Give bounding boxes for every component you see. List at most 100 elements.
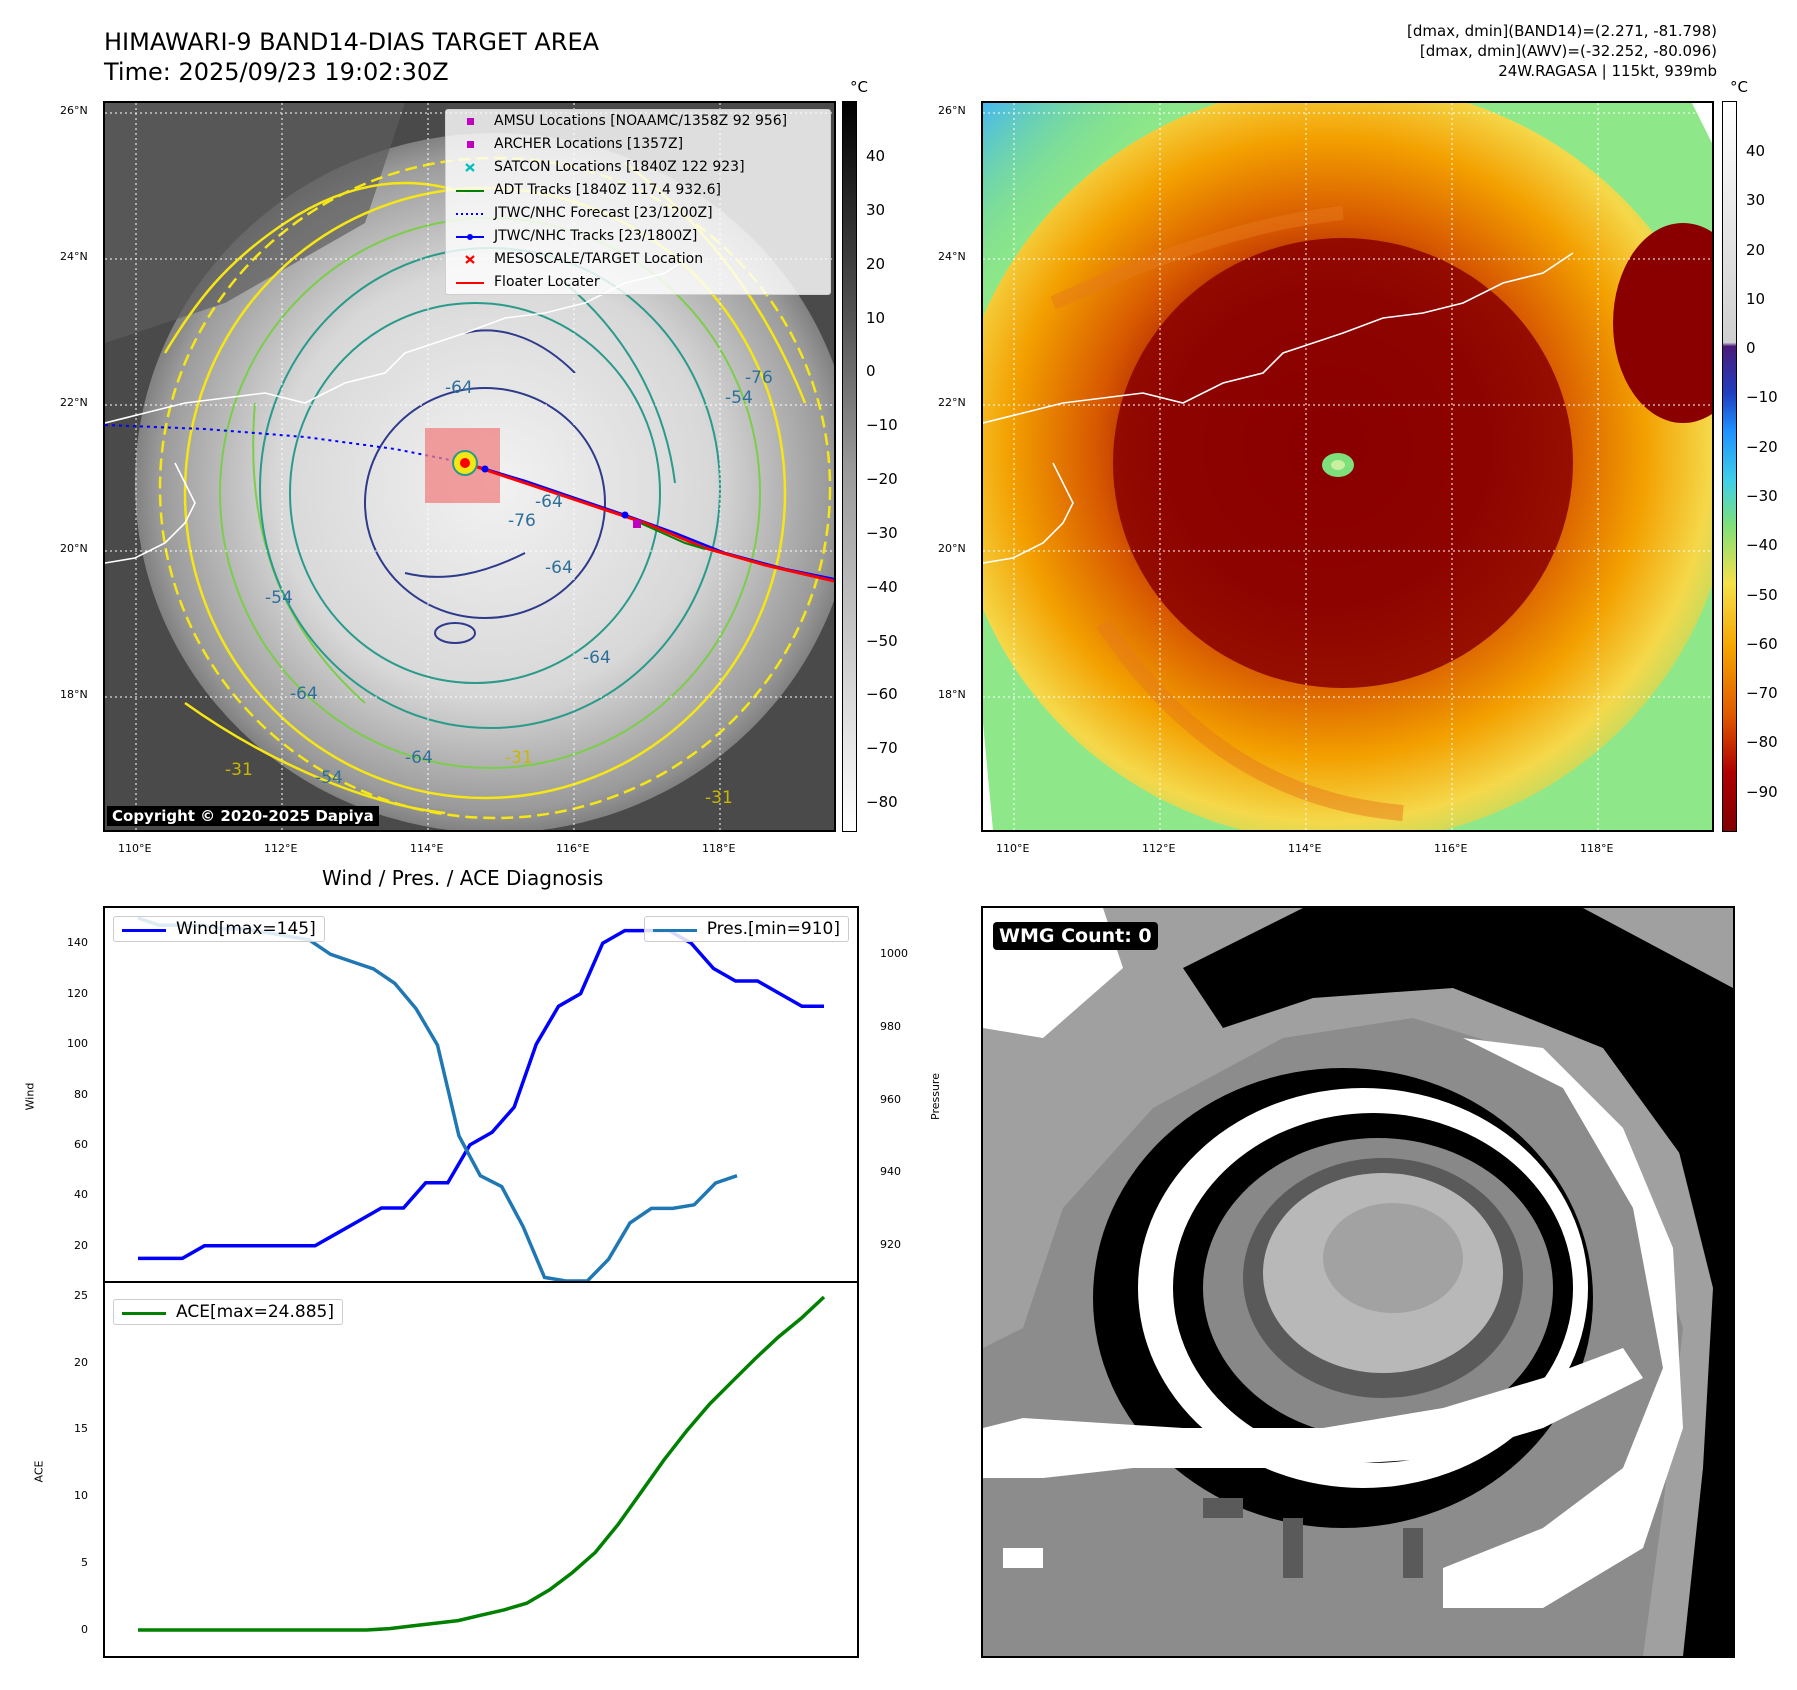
lon-label: 114°E xyxy=(1288,842,1322,855)
enhanced-ir-map-panel[interactable] xyxy=(981,101,1714,832)
wind-series-line xyxy=(138,928,824,1261)
contour-label: -76 xyxy=(508,511,536,531)
axis-tick-label: 60 xyxy=(74,1137,88,1151)
axis-tick-label: 5 xyxy=(81,1556,88,1570)
colorbar-tick-label: 10 xyxy=(1746,289,1766,308)
colorbar-tick-label: −40 xyxy=(1746,536,1778,555)
ir-map-panel[interactable]: -64 -76 -64 -54 -64 -64 -64 -54 -31 -54 … xyxy=(103,101,836,832)
axis-tick-label: 960 xyxy=(880,1092,901,1106)
lon-label: 112°E xyxy=(1142,842,1176,855)
lat-label: 22°N xyxy=(938,396,966,409)
colorbar-tick-label: 40 xyxy=(866,147,886,165)
lat-label: 24°N xyxy=(938,250,966,263)
info-line-awv: [dmax, dmin](AWV)=(-32.252, -80.096) xyxy=(1419,42,1717,60)
contour-label: -64 xyxy=(290,684,318,704)
colorbar-tick-label: 40 xyxy=(1746,142,1766,160)
pressure-axis-label: Pressure xyxy=(928,1073,942,1120)
diagnosis-title: Wind / Pres. / ACE Diagnosis xyxy=(322,866,604,890)
pressure-series-line xyxy=(137,916,738,1281)
legend-symbol-line xyxy=(456,282,484,284)
colorbar-tick-label: 30 xyxy=(866,200,886,219)
legend-symbol-dotted xyxy=(456,213,484,215)
wind-axis-label: Wind xyxy=(23,1082,37,1111)
wmg-count-badge: WMG Count: 0 xyxy=(993,922,1158,950)
colorbar-grayscale xyxy=(842,101,857,832)
lat-label: 26°N xyxy=(60,104,88,117)
colorbar-tick-label: −50 xyxy=(1746,585,1778,604)
legend-label: ARCHER Locations [1357Z] xyxy=(494,136,684,152)
axis-tick-label: 25 xyxy=(74,1288,88,1302)
ace-chart[interactable]: ACE[max=24.885] xyxy=(103,1281,859,1658)
lat-label: 18°N xyxy=(938,688,966,701)
map-legend: AMSU Locations [NOAAMC/1358Z 92 956] ARC… xyxy=(445,109,831,295)
ace-legend-label: ACE[max=24.885] xyxy=(176,1302,334,1322)
lon-label: 118°E xyxy=(1580,842,1614,855)
legend-item: ADT Tracks [1840Z 117.4 932.6] xyxy=(446,179,830,202)
contour-label: -31 xyxy=(225,760,253,780)
colorbar-tick-label: −30 xyxy=(1746,487,1778,505)
ace-legend: ACE[max=24.885] xyxy=(113,1299,343,1325)
legend-symbol-line-dot xyxy=(456,234,484,240)
lon-label: 110°E xyxy=(996,842,1030,855)
axis-tick-label: 15 xyxy=(74,1422,88,1436)
axis-tick-label: 920 xyxy=(880,1237,901,1251)
axis-tick-label: 1000 xyxy=(880,947,908,961)
enhanced-ir-map-image xyxy=(983,103,1712,830)
lat-label: 26°N xyxy=(938,104,966,117)
axis-tick-label: 10 xyxy=(74,1489,88,1503)
lon-label: 110°E xyxy=(118,842,152,855)
contour-label: -31 xyxy=(505,748,533,768)
lat-label: 20°N xyxy=(938,542,966,555)
colorbar-tick-label: −60 xyxy=(1746,634,1778,653)
legend-label: MESOSCALE/TARGET Location xyxy=(494,251,704,267)
colorbar-tick-label: 20 xyxy=(1746,240,1766,259)
axis-tick-label: 0 xyxy=(81,1622,88,1636)
contour-label: -54 xyxy=(725,388,753,408)
colorbar-tick-label: −40 xyxy=(866,577,898,596)
colorbar-tick-label: −50 xyxy=(866,631,898,650)
colorbar-tick-label: −80 xyxy=(1746,733,1778,752)
legend-label: JTWC/NHC Forecast [23/1200Z] xyxy=(494,205,713,221)
copyright-notice: Copyright © 2020-2025 Dapiya xyxy=(107,806,379,826)
wind-pressure-plot xyxy=(137,916,824,1281)
info-line-storm: 24W.RAGASA | 115kt, 939mb xyxy=(1498,62,1717,80)
wmg-eye-image xyxy=(983,908,1733,1656)
axis-tick-label: 40 xyxy=(74,1188,88,1202)
lat-label: 20°N xyxy=(60,542,88,555)
colorbar-tick-label: 20 xyxy=(866,254,886,273)
colorbar-enhanced xyxy=(1722,101,1737,832)
colorbar-tick-label: 0 xyxy=(866,362,876,381)
colorbar-tick-label: −20 xyxy=(866,470,898,489)
wind-legend-label: Wind[max=145] xyxy=(176,919,316,939)
colorbar-tick-label: −30 xyxy=(866,523,898,542)
timestamp: Time: 2025/09/23 19:02:30Z xyxy=(104,58,449,86)
legend-symbol-line xyxy=(456,190,484,192)
axis-tick-label: 140 xyxy=(67,936,88,950)
contour-label: -64 xyxy=(445,378,473,398)
axis-tick-label: 940 xyxy=(880,1165,901,1179)
legend-item: MESOSCALE/TARGET Location xyxy=(446,248,830,271)
colorbar-unit: °C xyxy=(1730,78,1748,96)
colorbar-tick-label: −70 xyxy=(1746,684,1778,703)
legend-item: ARCHER Locations [1357Z] xyxy=(446,133,830,156)
wmg-eye-panel[interactable]: WMG Count: 0 xyxy=(981,906,1735,1658)
ace-series-line xyxy=(138,1295,826,1632)
colorbar-tick-label: −90 xyxy=(1746,782,1778,801)
pressure-legend: Pres.[min=910] xyxy=(643,916,849,942)
contour-label: -64 xyxy=(583,648,611,668)
lat-label: 24°N xyxy=(60,250,88,263)
contour-label: -64 xyxy=(535,492,563,512)
ace-plot xyxy=(138,1295,826,1632)
wind-pressure-chart[interactable]: Wind[max=145] Pres.[min=910] xyxy=(103,906,859,1283)
contour-label: -54 xyxy=(265,588,293,608)
axis-tick-label: 100 xyxy=(67,1037,88,1051)
contour-label: -31 xyxy=(705,788,733,808)
colorbar-tick-label: 30 xyxy=(1746,191,1766,210)
page-title: HIMAWARI-9 BAND14-DIAS TARGET AREA xyxy=(104,28,600,56)
contour-label: -64 xyxy=(545,558,573,578)
lon-label: 116°E xyxy=(1434,842,1468,855)
legend-symbol-x xyxy=(465,255,475,264)
colorbar-tick-label: −80 xyxy=(866,793,898,812)
legend-label: AMSU Locations [NOAAMC/1358Z 92 956] xyxy=(494,113,788,129)
pressure-legend-swatch xyxy=(652,929,697,932)
